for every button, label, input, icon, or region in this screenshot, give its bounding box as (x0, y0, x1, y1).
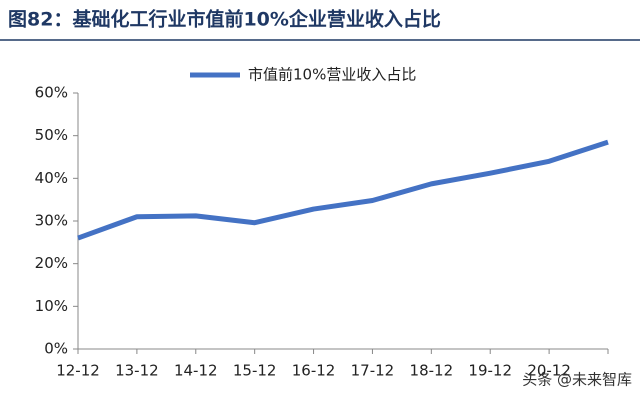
y-tick-label: 20% (35, 254, 68, 272)
x-tick-label: 15-12 (233, 362, 277, 380)
x-tick-label: 19-12 (468, 362, 512, 380)
x-tick-label: 20-12 (527, 362, 571, 380)
x-tick-label: 14-12 (174, 362, 218, 380)
chart-title: 图82：基础化工行业市值前10%企业营业收入占比 (8, 8, 441, 31)
x-tick-label: 18-12 (410, 362, 454, 380)
x-tick-label: 16-12 (292, 362, 336, 380)
line-series (77, 139, 609, 241)
x-tick-label: 17-12 (351, 362, 395, 380)
legend-label: 市值前10%营业收入占比 (248, 66, 416, 84)
y-tick-label: 50% (35, 126, 68, 144)
watermark: 头条 @未来智库 (522, 371, 632, 389)
y-tick-label: 40% (35, 169, 68, 187)
x-tick-label: 13-12 (115, 362, 159, 380)
y-tick-label: 10% (35, 297, 68, 315)
y-tick-label: 30% (35, 212, 68, 230)
y-tick-label: 0% (44, 340, 68, 358)
x-tick-label: 12-12 (56, 362, 100, 380)
y-tick-label: 60% (35, 84, 68, 102)
